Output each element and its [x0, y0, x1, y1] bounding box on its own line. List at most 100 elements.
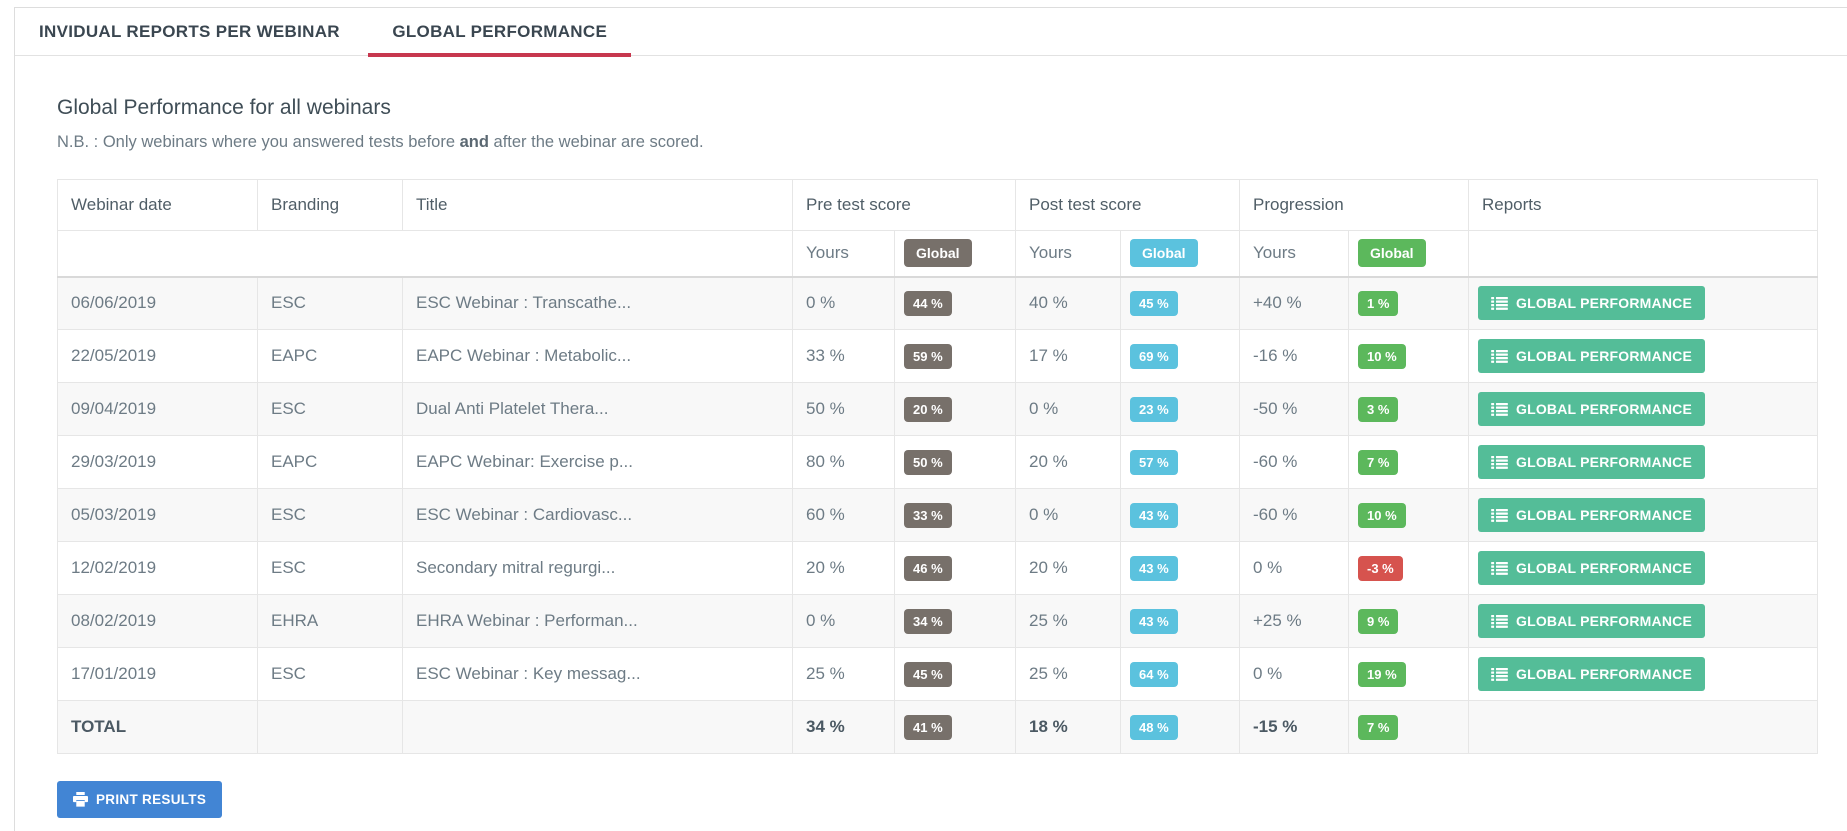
prog-yours-cell: +25 % [1239, 594, 1349, 648]
pre-global-cell: 44 % [894, 276, 1016, 330]
branding-cell [257, 700, 403, 754]
page-title: Global Performance for all webinars [57, 96, 391, 119]
prog-global-cell: 7 % [1348, 435, 1469, 489]
webinar-date-cell: 08/02/2019 [57, 594, 258, 648]
title-cell: ESC Webinar : Key messag... [402, 647, 793, 701]
pre-global-cell: 20 % [894, 382, 1016, 436]
global-performance-button[interactable]: GLOBAL PERFORMANCE [1478, 657, 1706, 691]
global-performance-button[interactable]: GLOBAL PERFORMANCE [1478, 339, 1706, 373]
post-global-cell: 43 % [1120, 594, 1240, 648]
pre-global-cell: 45 % [894, 647, 1016, 701]
prog-yours-cell: -50 % [1239, 382, 1349, 436]
prog-global-badge: 7 % [1358, 714, 1399, 740]
pre-yours-cell: 25 % [792, 647, 895, 701]
post-global-badge: 48 % [1130, 714, 1178, 740]
tab-individual-reports[interactable]: INVIDUAL REPORTS PER WEBINAR [39, 22, 340, 41]
list-icon [1491, 667, 1508, 681]
post-yours-cell: 18 % [1015, 700, 1121, 754]
pre-global-cell: 34 % [894, 594, 1016, 648]
post-yours-cell: 0 % [1015, 382, 1121, 436]
global-performance-button[interactable]: GLOBAL PERFORMANCE [1478, 498, 1706, 532]
pre-yours-cell: 34 % [792, 700, 895, 754]
global-performance-button[interactable]: GLOBAL PERFORMANCE [1478, 604, 1706, 638]
prog-yours-cell: -16 % [1239, 329, 1349, 383]
reports-cell: GLOBAL PERFORMANCE [1468, 647, 1818, 701]
prog-global-cell: 3 % [1348, 382, 1469, 436]
reports-cell: GLOBAL PERFORMANCE [1468, 329, 1818, 383]
list-icon [1491, 455, 1508, 469]
table-row: 17/01/2019 ESC ESC Webinar : Key messag.… [57, 647, 1818, 701]
subheader-prog-global: Global [1348, 230, 1469, 278]
reports-cell: GLOBAL PERFORMANCE [1468, 435, 1818, 489]
prog-yours-cell: 0 % [1239, 541, 1349, 595]
list-icon [1491, 561, 1508, 575]
list-icon [1491, 614, 1508, 628]
tab-global-performance[interactable]: GLOBAL PERFORMANCE [368, 8, 631, 57]
table-header-row: Webinar date Branding Title Pre test sco… [57, 179, 1818, 231]
reports-cell: GLOBAL PERFORMANCE [1468, 488, 1818, 542]
main-content: Global Performance for all webinars N.B.… [15, 96, 1847, 831]
global-performance-label: GLOBAL PERFORMANCE [1516, 401, 1693, 417]
subheader-spacer [57, 230, 793, 278]
pre-global-cell: 41 % [894, 700, 1016, 754]
table-row: 08/02/2019 EHRA EHRA Webinar : Performan… [57, 594, 1818, 648]
global-performance-button[interactable]: GLOBAL PERFORMANCE [1478, 445, 1706, 479]
global-performance-label: GLOBAL PERFORMANCE [1516, 560, 1693, 576]
prog-global-badge: 7 % [1358, 449, 1399, 475]
title-cell: EAPC Webinar: Exercise p... [402, 435, 793, 489]
prog-yours-cell: -15 % [1239, 700, 1349, 754]
webinar-date-cell: 05/03/2019 [57, 488, 258, 542]
subheader-pre-yours: Yours [792, 230, 895, 278]
post-global-badge: 57 % [1130, 449, 1178, 475]
tab-bar: INVIDUAL REPORTS PER WEBINAR GLOBAL PERF… [15, 8, 1847, 57]
global-performance-label: GLOBAL PERFORMANCE [1516, 295, 1693, 312]
prog-global-badge: 19 % [1358, 661, 1406, 687]
webinar-date-cell: TOTAL [57, 700, 258, 754]
prog-global-cell: 7 % [1348, 700, 1469, 754]
webinar-date-cell: 22/05/2019 [57, 329, 258, 383]
post-global-badge: 43 % [1130, 502, 1178, 528]
prog-global-cell: 9 % [1348, 594, 1469, 648]
performance-table: Webinar date Branding Title Pre test sco… [57, 179, 1818, 754]
reports-cell: GLOBAL PERFORMANCE [1468, 276, 1818, 330]
prog-global-cell: 10 % [1348, 329, 1469, 383]
prog-global-badge: 10 % [1358, 343, 1406, 369]
global-performance-button[interactable]: GLOBAL PERFORMANCE [1478, 551, 1706, 585]
prog-global-cell: 10 % [1348, 488, 1469, 542]
global-performance-button[interactable]: GLOBAL PERFORMANCE [1478, 286, 1706, 321]
post-global-badge: 64 % [1130, 661, 1178, 687]
post-global-badge: 45 % [1130, 290, 1178, 316]
webinar-date-cell: 17/01/2019 [57, 647, 258, 701]
pre-global-header-badge: Global [904, 239, 972, 268]
subheader-reports-spacer [1468, 230, 1818, 278]
title-cell: ESC Webinar : Transcathe... [402, 276, 793, 330]
prog-yours-cell: -60 % [1239, 435, 1349, 489]
col-post-test-score: Post test score [1015, 179, 1240, 231]
global-performance-button[interactable]: GLOBAL PERFORMANCE [1478, 392, 1706, 426]
note-before: N.B. : Only webinars where you answered … [57, 133, 460, 151]
pre-global-badge: 45 % [904, 661, 952, 687]
pre-global-badge: 44 % [904, 290, 952, 316]
post-yours-cell: 0 % [1015, 488, 1121, 542]
post-global-cell: 57 % [1120, 435, 1240, 489]
print-results-button[interactable]: PRINT RESULTS [57, 781, 223, 818]
pre-yours-cell: 33 % [792, 329, 895, 383]
prog-global-cell: 1 % [1348, 276, 1469, 330]
post-global-cell: 69 % [1120, 329, 1240, 383]
reports-cell: GLOBAL PERFORMANCE [1468, 594, 1818, 648]
print-results-label: PRINT RESULTS [96, 792, 207, 807]
subheader-pre-global: Global [894, 230, 1016, 278]
webinar-date-cell: 12/02/2019 [57, 541, 258, 595]
pre-global-badge: 59 % [904, 343, 952, 369]
pre-yours-cell: 80 % [792, 435, 895, 489]
printer-icon [73, 792, 88, 807]
title-cell: EHRA Webinar : Performan... [402, 594, 793, 648]
pre-global-cell: 46 % [894, 541, 1016, 595]
post-global-badge: 23 % [1130, 396, 1178, 422]
prog-global-badge: 9 % [1358, 608, 1399, 634]
pre-global-badge: 41 % [904, 714, 952, 740]
pre-global-badge: 33 % [904, 502, 952, 528]
prog-global-cell: 19 % [1348, 647, 1469, 701]
post-global-cell: 43 % [1120, 488, 1240, 542]
pre-yours-cell: 60 % [792, 488, 895, 542]
